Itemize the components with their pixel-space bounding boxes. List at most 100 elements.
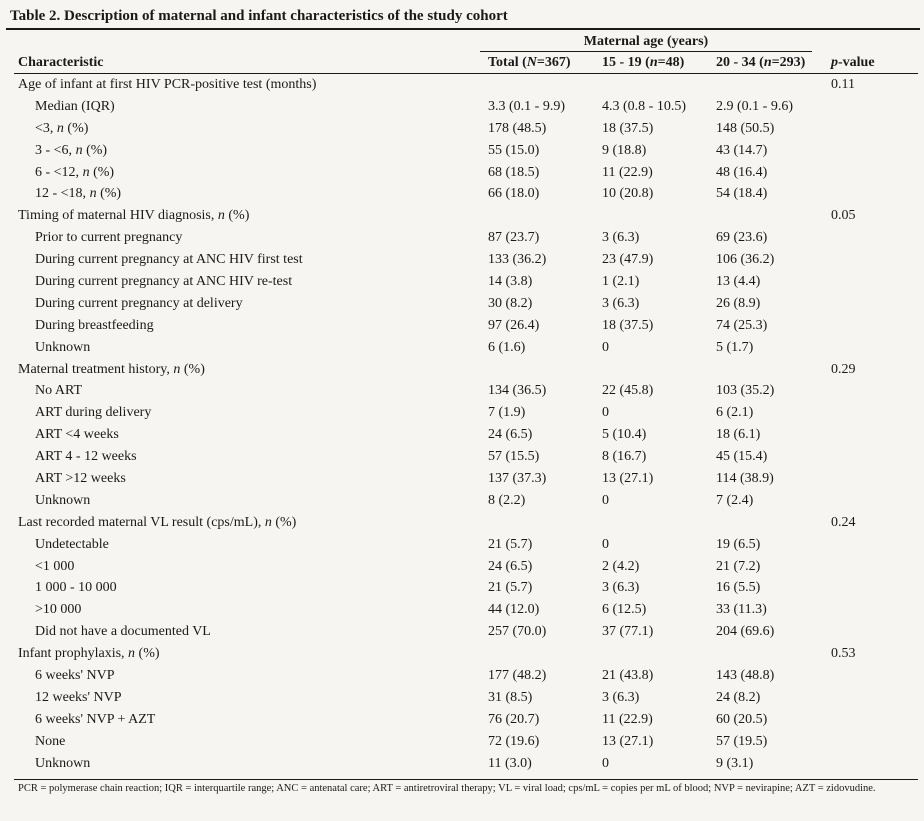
row-label: 6 weeks' NVP xyxy=(35,668,115,684)
table-section-row: Age of infant at first HIV PCR-positive … xyxy=(0,74,924,96)
header-rule xyxy=(14,73,918,74)
cell-total: 177 (48.2) xyxy=(488,668,547,684)
row-label: 12 - <18, n (%) xyxy=(35,186,122,202)
row-label: Unknown xyxy=(35,492,91,508)
cell-total: 21 (5.7) xyxy=(488,536,533,552)
cell-age-20-34: 57 (19.5) xyxy=(716,733,768,749)
table-row: Unknown 6 (1.6) 0 5 (1.7) xyxy=(0,337,924,359)
cell-total: 11 (3.0) xyxy=(488,755,532,771)
table-row: Prior to current pregnancy 87 (23.7) 3 (6.… xyxy=(0,227,924,249)
table-row: 1 000 - 10 000 21 (5.7) 3 (6.3) 16 (5.5) xyxy=(0,577,924,599)
cell-age-20-34: 69 (23.6) xyxy=(716,230,768,246)
cell-total: 97 (26.4) xyxy=(488,317,540,333)
table-footnote: PCR = polymerase chain reaction; IQR = i… xyxy=(18,783,876,794)
cell-age-20-34: 9 (3.1) xyxy=(716,755,754,771)
row-label: <3, n (%) xyxy=(35,120,89,136)
cell-p-value: 0.11 xyxy=(831,77,855,92)
table-row: 12 - <18, n (%) 66 (18.0) 10 (20.8) 54 (18.… xyxy=(0,183,924,205)
cell-age-15-19: 23 (47.9) xyxy=(602,252,654,268)
cell-total: 178 (48.5) xyxy=(488,120,547,136)
table-row: No ART 134 (36.5) 22 (45.8) 103 (35.2) xyxy=(0,380,924,402)
cell-total: 7 (1.9) xyxy=(488,405,526,421)
row-label: ART 4 - 12 weeks xyxy=(35,449,137,465)
cell-age-15-19: 21 (43.8) xyxy=(602,668,654,684)
row-label: None xyxy=(35,733,66,749)
cell-total: 72 (19.6) xyxy=(488,733,540,749)
cell-p-value: 0.29 xyxy=(831,361,856,377)
table-title: Table 2. Description of maternal and inf… xyxy=(10,8,508,24)
cell-age-20-34: 103 (35.2) xyxy=(716,383,775,399)
cell-age-15-19: 22 (45.8) xyxy=(602,383,654,399)
table-row: <1 000 24 (6.5) 2 (4.2) 21 (7.2) xyxy=(0,556,924,578)
row-label: Undetectable xyxy=(35,536,109,552)
cell-total: 3.3 (0.1 - 9.9) xyxy=(488,98,565,114)
cell-p-value: 0.53 xyxy=(831,646,856,662)
header-characteristic: Characteristic xyxy=(18,55,104,70)
cell-age-20-34: 54 (18.4) xyxy=(716,186,768,202)
cell-age-20-34: 33 (11.3) xyxy=(716,602,767,618)
cell-age-20-34: 13 (4.4) xyxy=(716,274,761,290)
cell-age-15-19: 0 xyxy=(602,536,609,552)
table-bottom-rule xyxy=(14,779,918,780)
cell-age-20-34: 106 (36.2) xyxy=(716,252,775,268)
cell-age-15-19: 11 (22.9) xyxy=(602,711,653,727)
cell-total: 134 (36.5) xyxy=(488,383,547,399)
table-body: Age of infant at first HIV PCR-positive … xyxy=(0,74,924,775)
table-row: ART 4 - 12 weeks 57 (15.5) 8 (16.7) 45 (15.… xyxy=(0,446,924,468)
cell-p-value: 0.24 xyxy=(831,514,856,530)
row-label: Did not have a documented VL xyxy=(35,624,211,640)
cell-age-20-34: 48 (16.4) xyxy=(716,164,768,180)
maternal-age-group-header: Maternal age (years) xyxy=(583,34,709,49)
cell-total: 8 (2.2) xyxy=(488,492,526,508)
cell-age-15-19: 3 (6.3) xyxy=(602,689,640,705)
cell-age-15-19: 3 (6.3) xyxy=(602,295,640,311)
row-label: Unknown xyxy=(35,755,91,771)
header-total: Total (N=367) xyxy=(488,55,571,70)
row-label: ART >12 weeks xyxy=(35,471,126,487)
cell-age-15-19: 37 (77.1) xyxy=(602,624,654,640)
cell-age-15-19: 10 (20.8) xyxy=(602,186,654,202)
cell-age-20-34: 24 (8.2) xyxy=(716,689,761,705)
cell-age-15-19: 11 (22.9) xyxy=(602,164,653,180)
row-label: Age of infant at first HIV PCR-positive … xyxy=(18,77,317,92)
cell-total: 55 (15.0) xyxy=(488,142,540,158)
table-section-row: Maternal treatment history, n (%) 0.29 xyxy=(0,359,924,381)
cell-age-15-19: 0 xyxy=(602,492,609,508)
cell-age-15-19: 3 (6.3) xyxy=(602,230,640,246)
table-section-row: Infant prophylaxis, n (%) 0.53 xyxy=(0,643,924,665)
row-label: 6 - <12, n (%) xyxy=(35,164,115,180)
cell-total: 24 (6.5) xyxy=(488,558,533,574)
cell-total: 24 (6.5) xyxy=(488,427,533,443)
cell-age-20-34: 2.9 (0.1 - 9.6) xyxy=(716,98,793,114)
row-label: During current pregnancy at ANC HIV firs… xyxy=(35,252,303,268)
cell-age-15-19: 4.3 (0.8 - 10.5) xyxy=(602,98,686,114)
cell-age-15-19: 2 (4.2) xyxy=(602,558,640,574)
cell-age-20-34: 148 (50.5) xyxy=(716,120,775,136)
row-label: >10 000 xyxy=(35,602,82,618)
group-header-rule xyxy=(480,51,812,52)
table-row: None 72 (19.6) 13 (27.1) 57 (19.5) xyxy=(0,731,924,753)
cell-age-15-19: 13 (27.1) xyxy=(602,733,654,749)
table-row: 6 weeks' NVP 177 (48.2) 21 (43.8) 143 (48.8… xyxy=(0,665,924,687)
cell-total: 57 (15.5) xyxy=(488,449,540,465)
cell-total: 44 (12.0) xyxy=(488,602,540,618)
table-row: During current pregnancy at delivery 30 (… xyxy=(0,293,924,315)
cell-age-20-34: 60 (20.5) xyxy=(716,711,768,727)
row-label: Last recorded maternal VL result (cps/mL… xyxy=(18,514,297,530)
cell-age-15-19: 18 (37.5) xyxy=(602,317,654,333)
header-age-15-19: 15 - 19 (n=48) xyxy=(602,55,685,70)
row-label: Maternal treatment history, n (%) xyxy=(18,361,205,377)
table-row: 12 weeks' NVP 31 (8.5) 3 (6.3) 24 (8.2) xyxy=(0,687,924,709)
cell-total: 21 (5.7) xyxy=(488,580,533,596)
cell-age-15-19: 0 xyxy=(602,405,609,421)
row-label: 6 weeks' NVP + AZT xyxy=(35,711,156,727)
row-label: No ART xyxy=(35,383,82,399)
table-row: 3 - <6, n (%) 55 (15.0) 9 (18.8) 43 (14.7) xyxy=(0,140,924,162)
row-label: <1 000 xyxy=(35,558,75,574)
cell-age-15-19: 3 (6.3) xyxy=(602,580,640,596)
row-label: 1 000 - 10 000 xyxy=(35,580,117,596)
row-label: 3 - <6, n (%) xyxy=(35,142,108,158)
table-row: 6 weeks' NVP + AZT 76 (20.7) 11 (22.9) 60 (… xyxy=(0,709,924,731)
cell-age-15-19: 5 (10.4) xyxy=(602,427,647,443)
